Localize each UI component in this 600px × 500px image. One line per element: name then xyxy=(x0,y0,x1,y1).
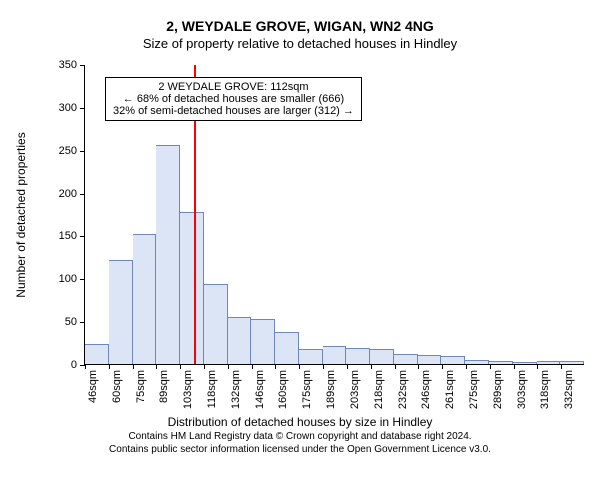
xtick-label: 132sqm xyxy=(230,370,242,409)
bar xyxy=(323,346,347,364)
xtick-label: 203sqm xyxy=(349,370,361,409)
xtick-mark xyxy=(561,364,562,369)
xtick-mark xyxy=(156,364,157,369)
annotation-line: 32% of semi-detached houses are larger (… xyxy=(113,105,354,117)
xtick-label: 60sqm xyxy=(111,370,123,403)
ytick-label: 300 xyxy=(59,102,85,114)
bar xyxy=(299,349,323,364)
bar xyxy=(109,260,133,364)
annotation-line: ← 68% of detached houses are smaller (66… xyxy=(113,93,354,105)
x-axis-label: Distribution of detached houses by size … xyxy=(12,415,588,429)
xtick-mark xyxy=(299,364,300,369)
bar xyxy=(251,319,275,364)
xtick-mark xyxy=(275,364,276,369)
xtick-mark xyxy=(323,364,324,369)
xtick-label: 218sqm xyxy=(373,370,385,409)
xtick-label: 261sqm xyxy=(444,370,456,409)
bar xyxy=(560,361,584,364)
xtick-mark xyxy=(466,364,467,369)
bar xyxy=(156,145,180,364)
xtick-mark xyxy=(252,364,253,369)
xtick-mark xyxy=(514,364,515,369)
ytick-label: 0 xyxy=(71,359,85,371)
xtick-label: 175sqm xyxy=(301,370,313,409)
credits-line2: Contains public sector information licen… xyxy=(109,444,491,455)
xtick-mark xyxy=(442,364,443,369)
xtick-label: 118sqm xyxy=(206,370,218,408)
xtick-label: 146sqm xyxy=(254,370,266,409)
title-main: 2, WEYDALE GROVE, WIGAN, WN2 4NG xyxy=(12,18,588,34)
xtick-label: 75sqm xyxy=(135,370,147,403)
ytick-label: 50 xyxy=(65,316,85,328)
bar xyxy=(275,332,299,364)
xtick-mark xyxy=(395,364,396,369)
bar xyxy=(394,354,418,364)
xtick-label: 160sqm xyxy=(277,370,289,409)
bar xyxy=(204,284,228,364)
ytick-label: 350 xyxy=(59,59,85,71)
xtick-mark xyxy=(490,364,491,369)
credits: Contains HM Land Registry data © Crown c… xyxy=(12,431,588,456)
xtick-mark xyxy=(204,364,205,369)
xtick-mark xyxy=(180,364,181,369)
xtick-label: 303sqm xyxy=(516,370,528,409)
figure-container: 2, WEYDALE GROVE, WIGAN, WN2 4NG Size of… xyxy=(0,0,600,500)
ytick-label: 200 xyxy=(59,188,85,200)
ytick-label: 150 xyxy=(59,230,85,242)
xtick-mark xyxy=(537,364,538,369)
bar xyxy=(418,355,442,364)
xtick-label: 318sqm xyxy=(539,370,551,409)
title-sub: Size of property relative to detached ho… xyxy=(12,36,588,51)
xtick-mark xyxy=(228,364,229,369)
xtick-label: 275sqm xyxy=(468,370,480,409)
bar xyxy=(180,212,204,364)
bar xyxy=(441,356,465,364)
xtick-label: 289sqm xyxy=(492,370,504,409)
bar xyxy=(465,360,489,364)
bar xyxy=(133,234,157,364)
xtick-label: 103sqm xyxy=(182,370,194,409)
plot-area: 2 WEYDALE GROVE: 112sqm← 68% of detached… xyxy=(84,65,584,365)
xtick-mark xyxy=(347,364,348,369)
xtick-label: 189sqm xyxy=(325,370,337,409)
credits-line1: Contains HM Land Registry data © Crown c… xyxy=(128,431,471,442)
bar xyxy=(513,362,537,364)
bar xyxy=(228,317,252,364)
bar xyxy=(489,361,513,364)
bar xyxy=(537,361,561,364)
xtick-mark xyxy=(371,364,372,369)
xtick-mark xyxy=(109,364,110,369)
annotation-line: 2 WEYDALE GROVE: 112sqm xyxy=(113,81,354,93)
xtick-mark xyxy=(133,364,134,369)
y-axis-label: Number of detached properties xyxy=(14,132,28,297)
ytick-label: 250 xyxy=(59,145,85,157)
annotation-box: 2 WEYDALE GROVE: 112sqm← 68% of detached… xyxy=(105,77,362,121)
xtick-label: 232sqm xyxy=(397,370,409,409)
bar xyxy=(85,344,109,364)
xtick-label: 332sqm xyxy=(563,370,575,409)
bar xyxy=(370,349,394,364)
chart-zone: 2 WEYDALE GROVE: 112sqm← 68% of detached… xyxy=(12,59,588,425)
xtick-mark xyxy=(85,364,86,369)
xtick-label: 246sqm xyxy=(420,370,432,409)
bar xyxy=(346,348,370,364)
xtick-label: 89sqm xyxy=(158,370,170,403)
xtick-mark xyxy=(418,364,419,369)
xtick-label: 46sqm xyxy=(87,370,99,403)
ytick-label: 100 xyxy=(59,273,85,285)
